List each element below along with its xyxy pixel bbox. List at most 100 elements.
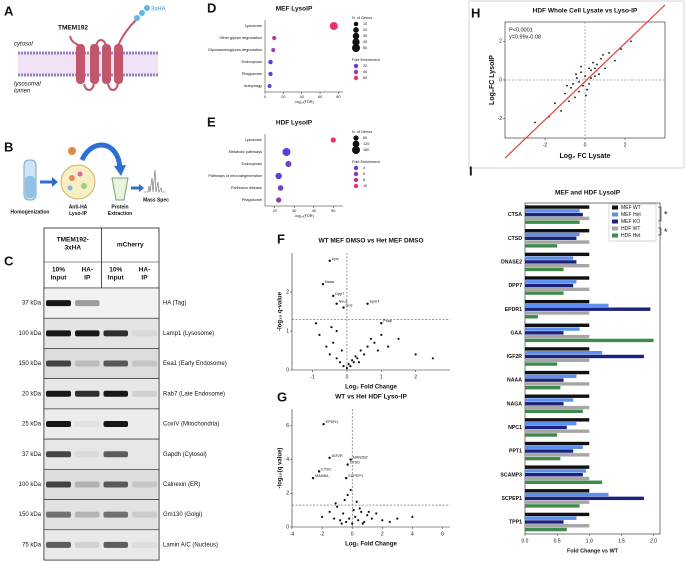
point-label: MANBA (315, 474, 329, 478)
x-tick-label: -2 (543, 142, 548, 148)
point-label: Gns (346, 304, 353, 308)
kda-label: 100 kDa (19, 331, 42, 337)
category-label: Pathways of neurodegeneration (208, 174, 262, 178)
bar (525, 445, 583, 449)
blot-group: TMEM192- (57, 237, 89, 244)
y-tick-label: 2 (286, 289, 289, 295)
x-tick-label: 60 (318, 95, 322, 99)
tube (111, 177, 129, 201)
category-label: EPDR1 (505, 307, 522, 313)
bar (525, 311, 590, 315)
arrow-head (52, 177, 58, 187)
bar (525, 496, 644, 501)
point (388, 520, 391, 524)
point (396, 517, 399, 520)
protein-label: TMEM192 (58, 25, 88, 32)
point (367, 510, 370, 513)
kda-label: 150 kDa (19, 512, 42, 518)
point (580, 71, 582, 74)
x-tick-label: 2 (381, 531, 384, 537)
point-label: Ups (332, 257, 339, 261)
bar (525, 232, 580, 237)
point (340, 522, 343, 525)
point (602, 53, 604, 56)
bar (525, 229, 590, 233)
kda-label: 75 kDa (22, 542, 42, 548)
chart-title: MEF and HDF LysoIP (555, 190, 621, 197)
chart-title: HDF Whole Cell Lysate vs Lyso-IP (533, 8, 638, 15)
legend-dot (353, 21, 359, 27)
point (343, 498, 346, 502)
bar (525, 347, 590, 351)
bar (525, 283, 574, 288)
fit-line (504, 4, 666, 159)
legend-label: 20 (363, 28, 367, 32)
point (586, 88, 588, 91)
bar (525, 398, 574, 402)
bar (525, 500, 590, 504)
point (381, 519, 384, 522)
point (620, 48, 622, 50)
bar (525, 338, 654, 343)
bar (525, 409, 583, 414)
band (103, 421, 128, 427)
point (614, 59, 616, 62)
point (380, 333, 383, 336)
bar (525, 244, 558, 248)
point-label: Dpp7 (335, 292, 344, 296)
point (349, 488, 352, 492)
category-label: Phagosome (242, 72, 262, 76)
panel-label: E (207, 114, 216, 129)
step-label: Anti-HA (69, 204, 88, 210)
legend-swatch (612, 233, 618, 238)
bar (525, 334, 590, 339)
point-label: CTSD (350, 461, 361, 465)
plot-frame (524, 202, 661, 535)
significance-bracket (658, 227, 662, 236)
band (75, 541, 100, 548)
point (387, 345, 390, 348)
x-tick-label: 80 (336, 95, 340, 99)
bar (525, 489, 590, 493)
band (103, 360, 128, 367)
bar (525, 331, 564, 335)
significance-label: * (664, 209, 668, 219)
significance-bracket (658, 206, 662, 222)
point (572, 82, 574, 85)
point (608, 52, 610, 54)
row-label: Gm130 (Golgi) (163, 512, 202, 518)
kda-label: 37 kDa (22, 301, 42, 307)
point (347, 363, 350, 366)
category-label: Phagosome (242, 198, 262, 202)
chart-title: MEF LysoIP (276, 6, 313, 13)
labeled-point (317, 470, 321, 473)
point (359, 349, 362, 352)
legend-dot (352, 32, 360, 40)
bar (525, 378, 564, 382)
category-label: CTSD (508, 236, 522, 242)
bar (525, 453, 590, 457)
point (373, 341, 376, 344)
step-label: Homogenization (11, 209, 50, 215)
category-label: Autophagy (244, 84, 262, 88)
legend-title: Fold Enrichment (352, 160, 381, 164)
band (132, 360, 157, 367)
row-label: Lamp1 (Lysosome) (163, 331, 214, 337)
point (411, 515, 414, 518)
x-axis-label: Fold Change vs WT (567, 548, 619, 554)
point-label: Psap (383, 319, 392, 323)
legend-label: 4 (363, 166, 365, 170)
labeled-point (322, 422, 325, 426)
point-label: Neu1 (339, 300, 348, 304)
category-label: SCPEP1 (502, 496, 523, 502)
bar (525, 385, 561, 390)
legend-dot (352, 140, 360, 148)
bar (525, 527, 567, 532)
x-tick-label: 1 (380, 374, 383, 380)
category-label: SCAMP3 (500, 472, 522, 478)
point (314, 322, 318, 325)
y-tick-label: 6 (286, 423, 289, 429)
bar (525, 299, 590, 304)
lane-label: IP (141, 275, 148, 282)
dot (282, 148, 291, 156)
